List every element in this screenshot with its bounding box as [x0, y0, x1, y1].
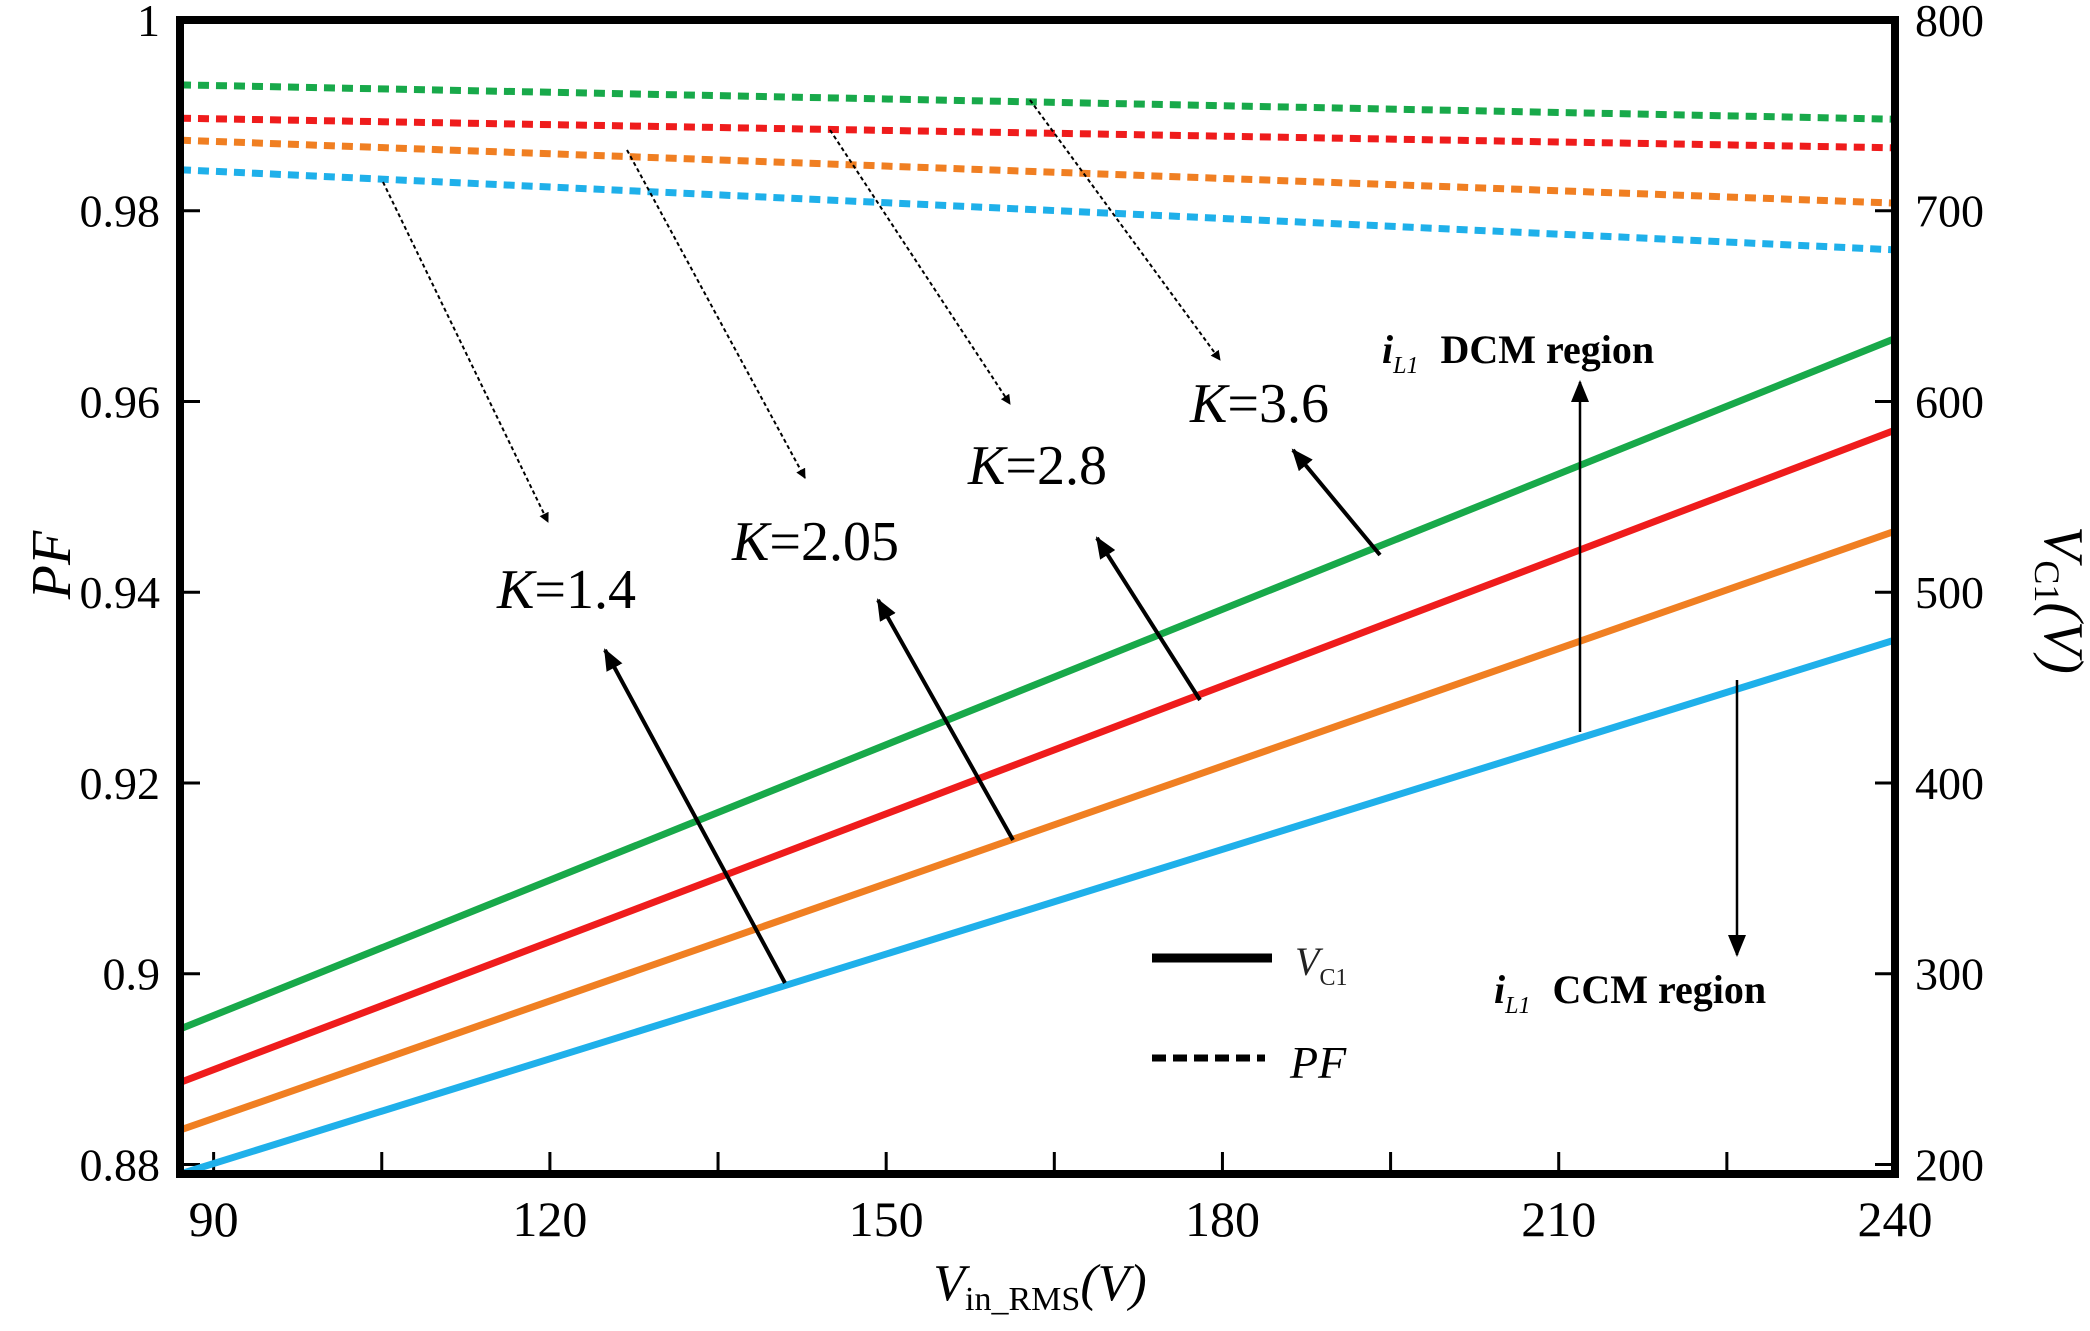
legend-vc1-label: VC1 — [1295, 939, 1347, 991]
y-right-tick-label: 600 — [1915, 376, 1984, 427]
x-tick-label: 210 — [1521, 1191, 1596, 1247]
pf-arrow-k14 — [382, 181, 549, 523]
pf-arrows — [382, 99, 1221, 523]
k-label-2: K=2.05 — [731, 511, 899, 573]
y-right-tick-label: 700 — [1915, 186, 1984, 237]
ccm-region-label: iL1 CCM region — [1494, 967, 1766, 1019]
vc1-line-k14 — [180, 636, 1895, 1174]
vc1-line-k205 — [180, 527, 1895, 1134]
x-tick-label: 150 — [849, 1191, 924, 1247]
vc1-arrows — [603, 448, 1382, 984]
y-left-axis-title: PF — [21, 530, 83, 600]
y-left-tick-label: 0.92 — [80, 758, 161, 809]
y-left-tick-label: 0.94 — [80, 567, 161, 618]
x-tick-label: 90 — [189, 1191, 239, 1247]
y-right-tick-label: 800 — [1915, 0, 1984, 46]
vc1-arrow-k205 — [876, 598, 1015, 841]
y-left-tick-label: 1 — [137, 0, 160, 46]
vc1-line-k28 — [180, 426, 1895, 1086]
legend: VC1 PF — [1152, 939, 1347, 1088]
x-axis-title-sub: in_RMS — [965, 1281, 1080, 1318]
y-left-tick-label: 0.98 — [80, 186, 161, 237]
legend-pf-label: PF — [1289, 1037, 1347, 1088]
pf-line-k28 — [180, 114, 1895, 152]
plot-frame — [176, 16, 1899, 1178]
y-right-tick-label: 400 — [1915, 758, 1984, 809]
pf-line-k36 — [180, 81, 1895, 123]
y-right-tick-label: 300 — [1915, 949, 1984, 1000]
tick-labels: 90 120 150 180 210 240 0.88 0.9 0.92 0.94 0.96 0.98… — [80, 0, 1985, 1247]
y-right-axis-title: VC1(V) — [2027, 526, 2090, 674]
vc1-line-k36 — [180, 335, 1895, 1033]
vc1-arrow-k36 — [1291, 448, 1382, 557]
pf-arrow-k205 — [626, 149, 806, 479]
pf-arrow-k28 — [829, 129, 1011, 405]
x-axis-title-main: V — [933, 1255, 970, 1312]
pf-line-k14 — [180, 166, 1895, 254]
y-right-tick-label: 500 — [1915, 567, 1984, 618]
y-right-axis-title-main: V — [2032, 526, 2090, 566]
y-right-tick-label: 200 — [1915, 1139, 1984, 1190]
y-left-tick-label: 0.96 — [80, 376, 161, 427]
x-tick-label: 180 — [1185, 1191, 1260, 1247]
x-axis-title: Vin_RMS(V) — [933, 1255, 1146, 1318]
x-tick-label: 240 — [1858, 1191, 1933, 1247]
series-layer — [180, 81, 1895, 1174]
pf-arrow-k36 — [1029, 99, 1221, 361]
dcm-region-label: iL1 DCM region — [1382, 327, 1654, 379]
y-right-axis-title-unit: (V) — [2032, 602, 2090, 674]
k-label-1: K=1.4 — [496, 559, 636, 621]
k-label-3: K=2.8 — [967, 435, 1107, 497]
vc1-arrow-k14 — [603, 648, 787, 984]
y-left-tick-label: 0.9 — [103, 949, 161, 1000]
y-left-tick-label: 0.88 — [80, 1139, 161, 1190]
k-label-4: K=3.6 — [1189, 373, 1329, 435]
pf-line-k205 — [180, 136, 1895, 207]
y-right-axis-title-sub: C1 — [2027, 560, 2067, 602]
x-axis-title-unit: (V) — [1080, 1255, 1146, 1312]
vc1-arrow-k28 — [1095, 536, 1202, 702]
x-tick-label: 120 — [512, 1191, 587, 1247]
